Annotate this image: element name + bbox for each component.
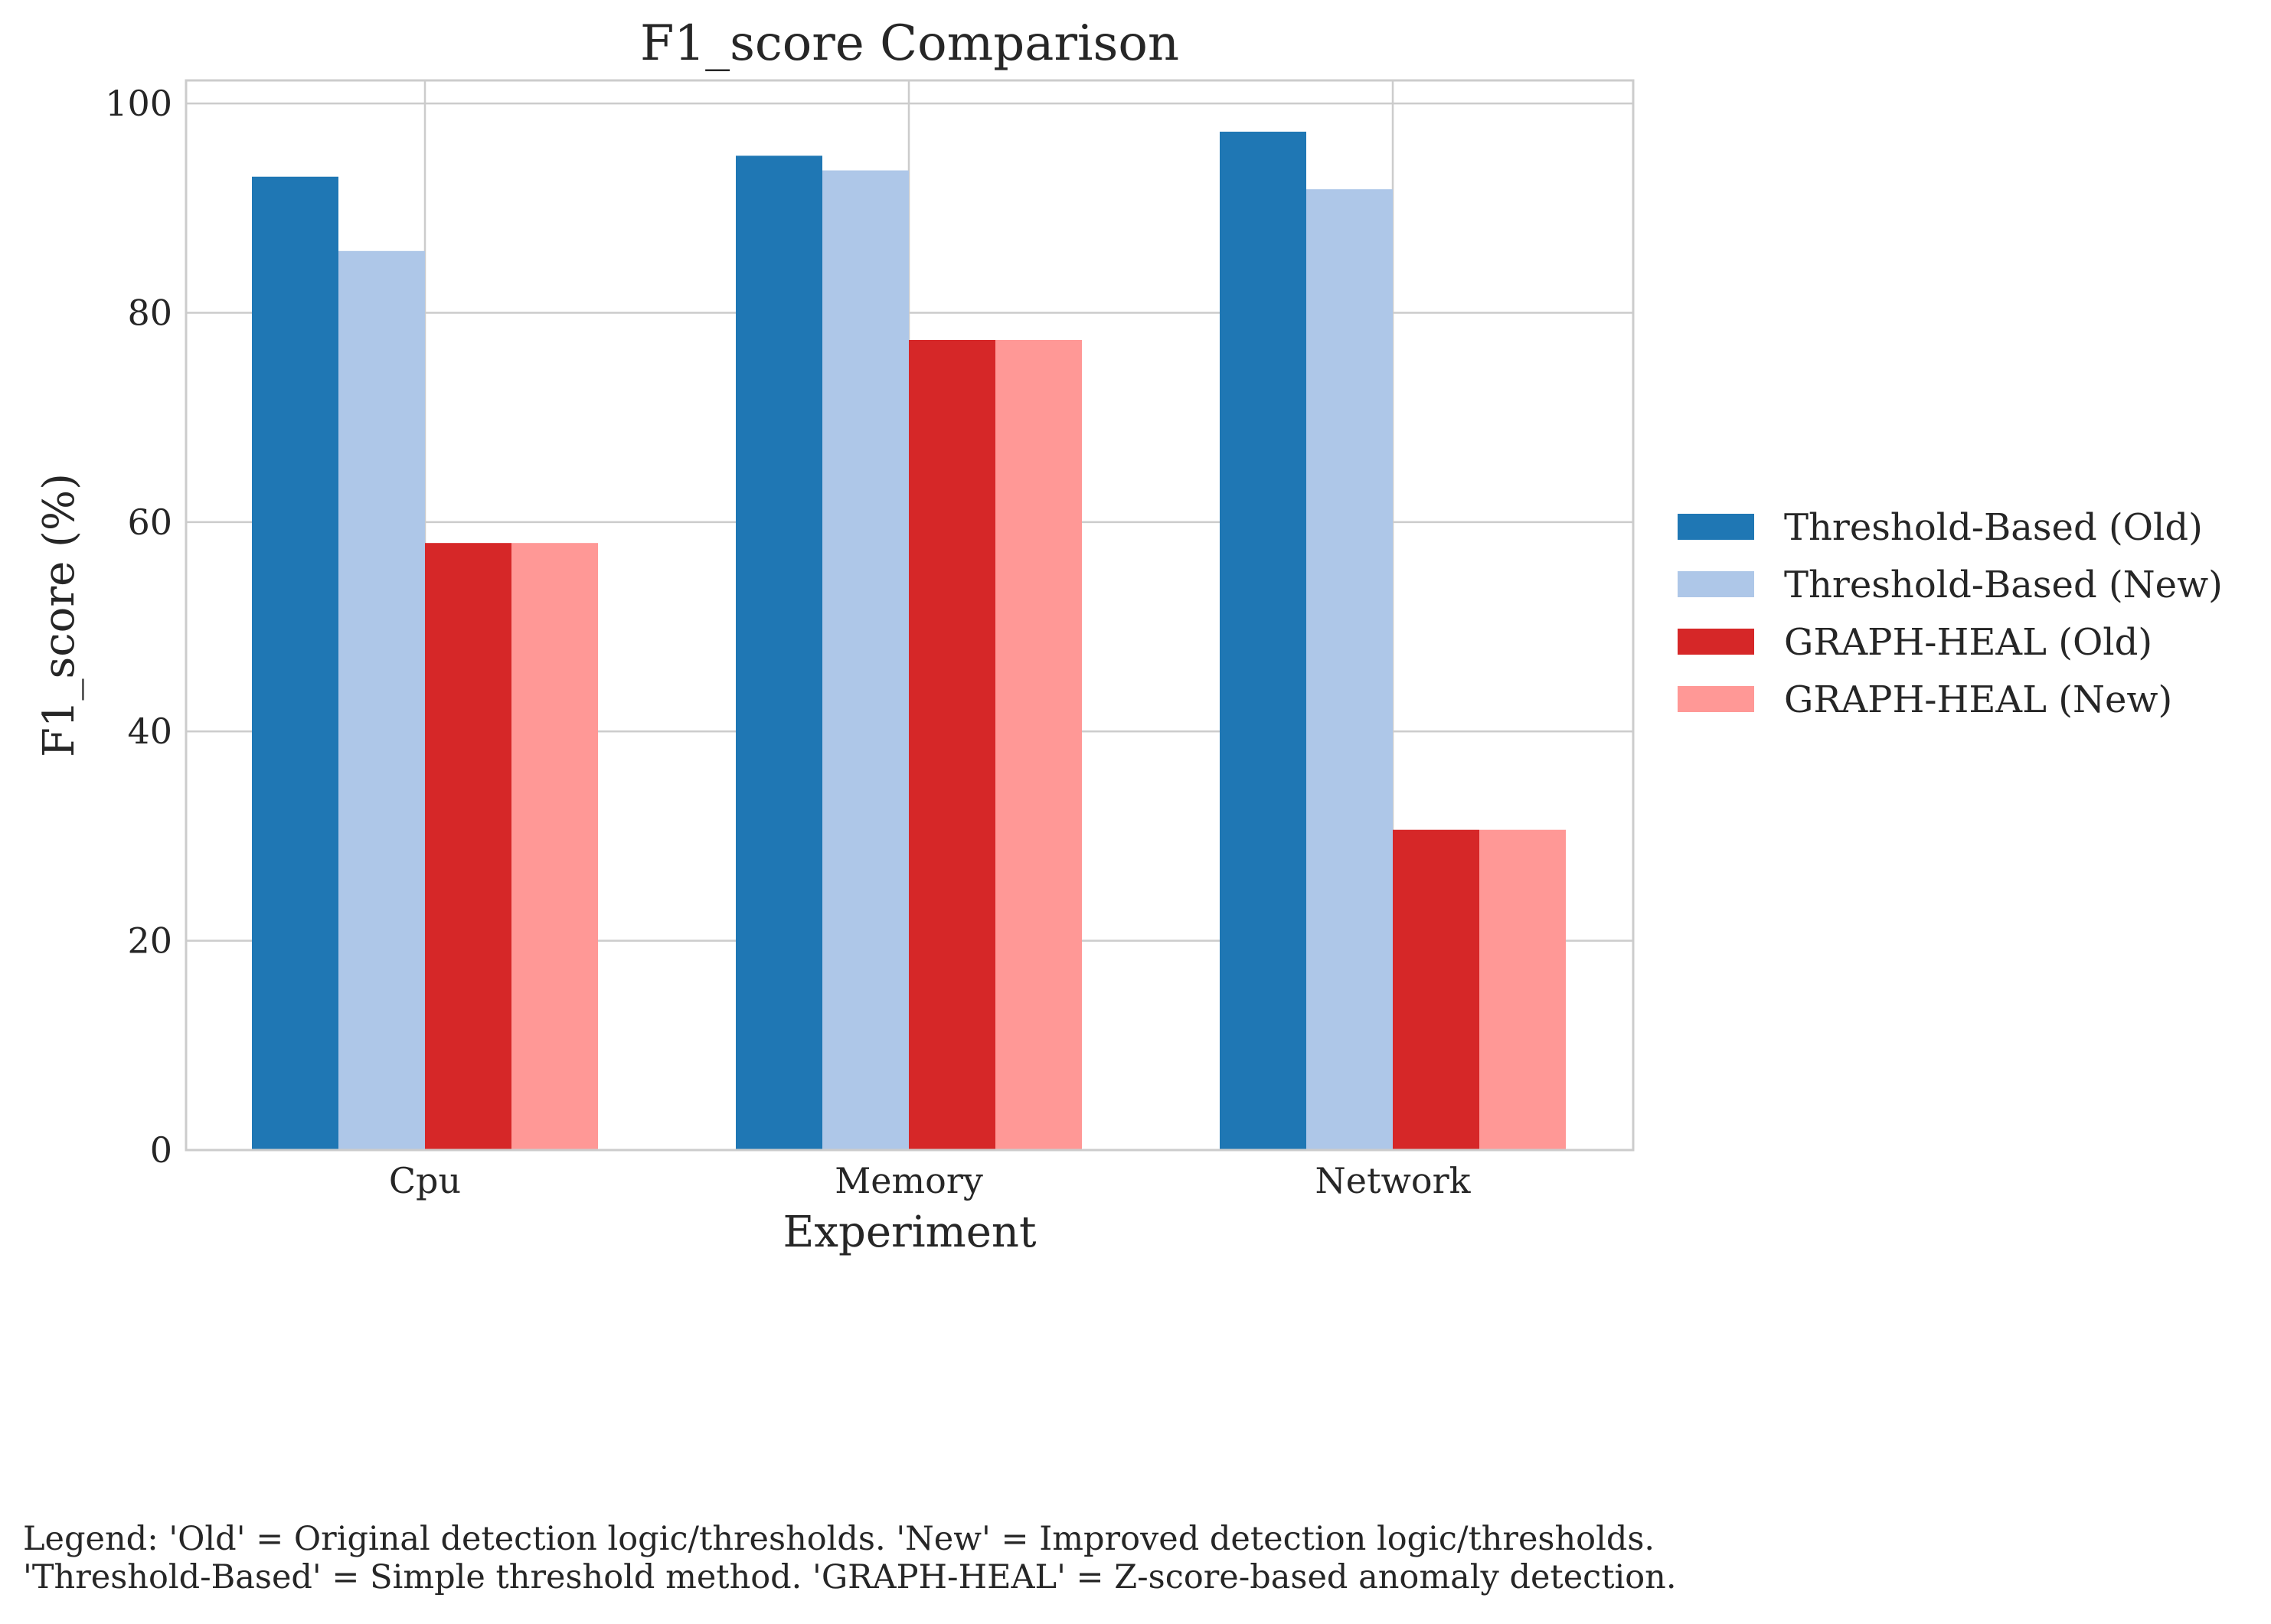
bar xyxy=(1479,829,1566,1150)
y-axis-label: F1_score (%) xyxy=(34,473,84,757)
bar xyxy=(822,170,909,1150)
legend-label: GRAPH-HEAL (Old) xyxy=(1784,621,2152,664)
legend-swatch xyxy=(1678,514,1754,540)
chart-title: F1_score Comparison xyxy=(640,15,1179,72)
footnote-line-2: 'Threshold-Based' = Simple threshold met… xyxy=(23,1558,1677,1596)
y-tick-label: 20 xyxy=(127,920,172,962)
footnote: Legend: 'Old' = Original detection logic… xyxy=(23,1520,2243,1596)
bar xyxy=(425,543,511,1150)
bar xyxy=(995,339,1082,1150)
legend: Threshold-Based (Old) Threshold-Based (Ne… xyxy=(1678,506,2223,721)
plot-frame xyxy=(185,79,1635,1152)
bar xyxy=(1220,131,1306,1150)
bar xyxy=(909,339,995,1150)
x-axis-label: Experiment xyxy=(783,1207,1037,1257)
bar xyxy=(1393,829,1479,1150)
legend-swatch xyxy=(1678,571,1754,597)
bar xyxy=(736,155,822,1150)
axis-ticks: 0 20 40 60 80 100 Cpu Memory Network xyxy=(105,83,1471,1201)
y-tick-label: 60 xyxy=(127,502,172,543)
y-tick-label: 40 xyxy=(127,711,172,752)
legend-label: Threshold-Based (Old) xyxy=(1784,506,2203,549)
footnote-line-1: Legend: 'Old' = Original detection logic… xyxy=(23,1520,1655,1558)
x-tick-label: Network xyxy=(1315,1160,1472,1201)
y-tick-label: 0 xyxy=(150,1129,172,1171)
legend-label: Threshold-Based (New) xyxy=(1784,564,2223,606)
bar xyxy=(338,250,425,1150)
y-tick-label: 100 xyxy=(105,83,172,124)
bar xyxy=(1306,189,1393,1150)
legend-label: GRAPH-HEAL (New) xyxy=(1784,678,2172,721)
y-tick-label: 80 xyxy=(127,292,172,333)
legend-swatch xyxy=(1678,686,1754,712)
x-tick-label: Cpu xyxy=(389,1160,461,1201)
x-tick-label: Memory xyxy=(835,1160,983,1201)
bars xyxy=(252,131,1566,1151)
legend-swatch xyxy=(1678,629,1754,655)
bar xyxy=(511,543,598,1150)
bar xyxy=(252,176,338,1151)
